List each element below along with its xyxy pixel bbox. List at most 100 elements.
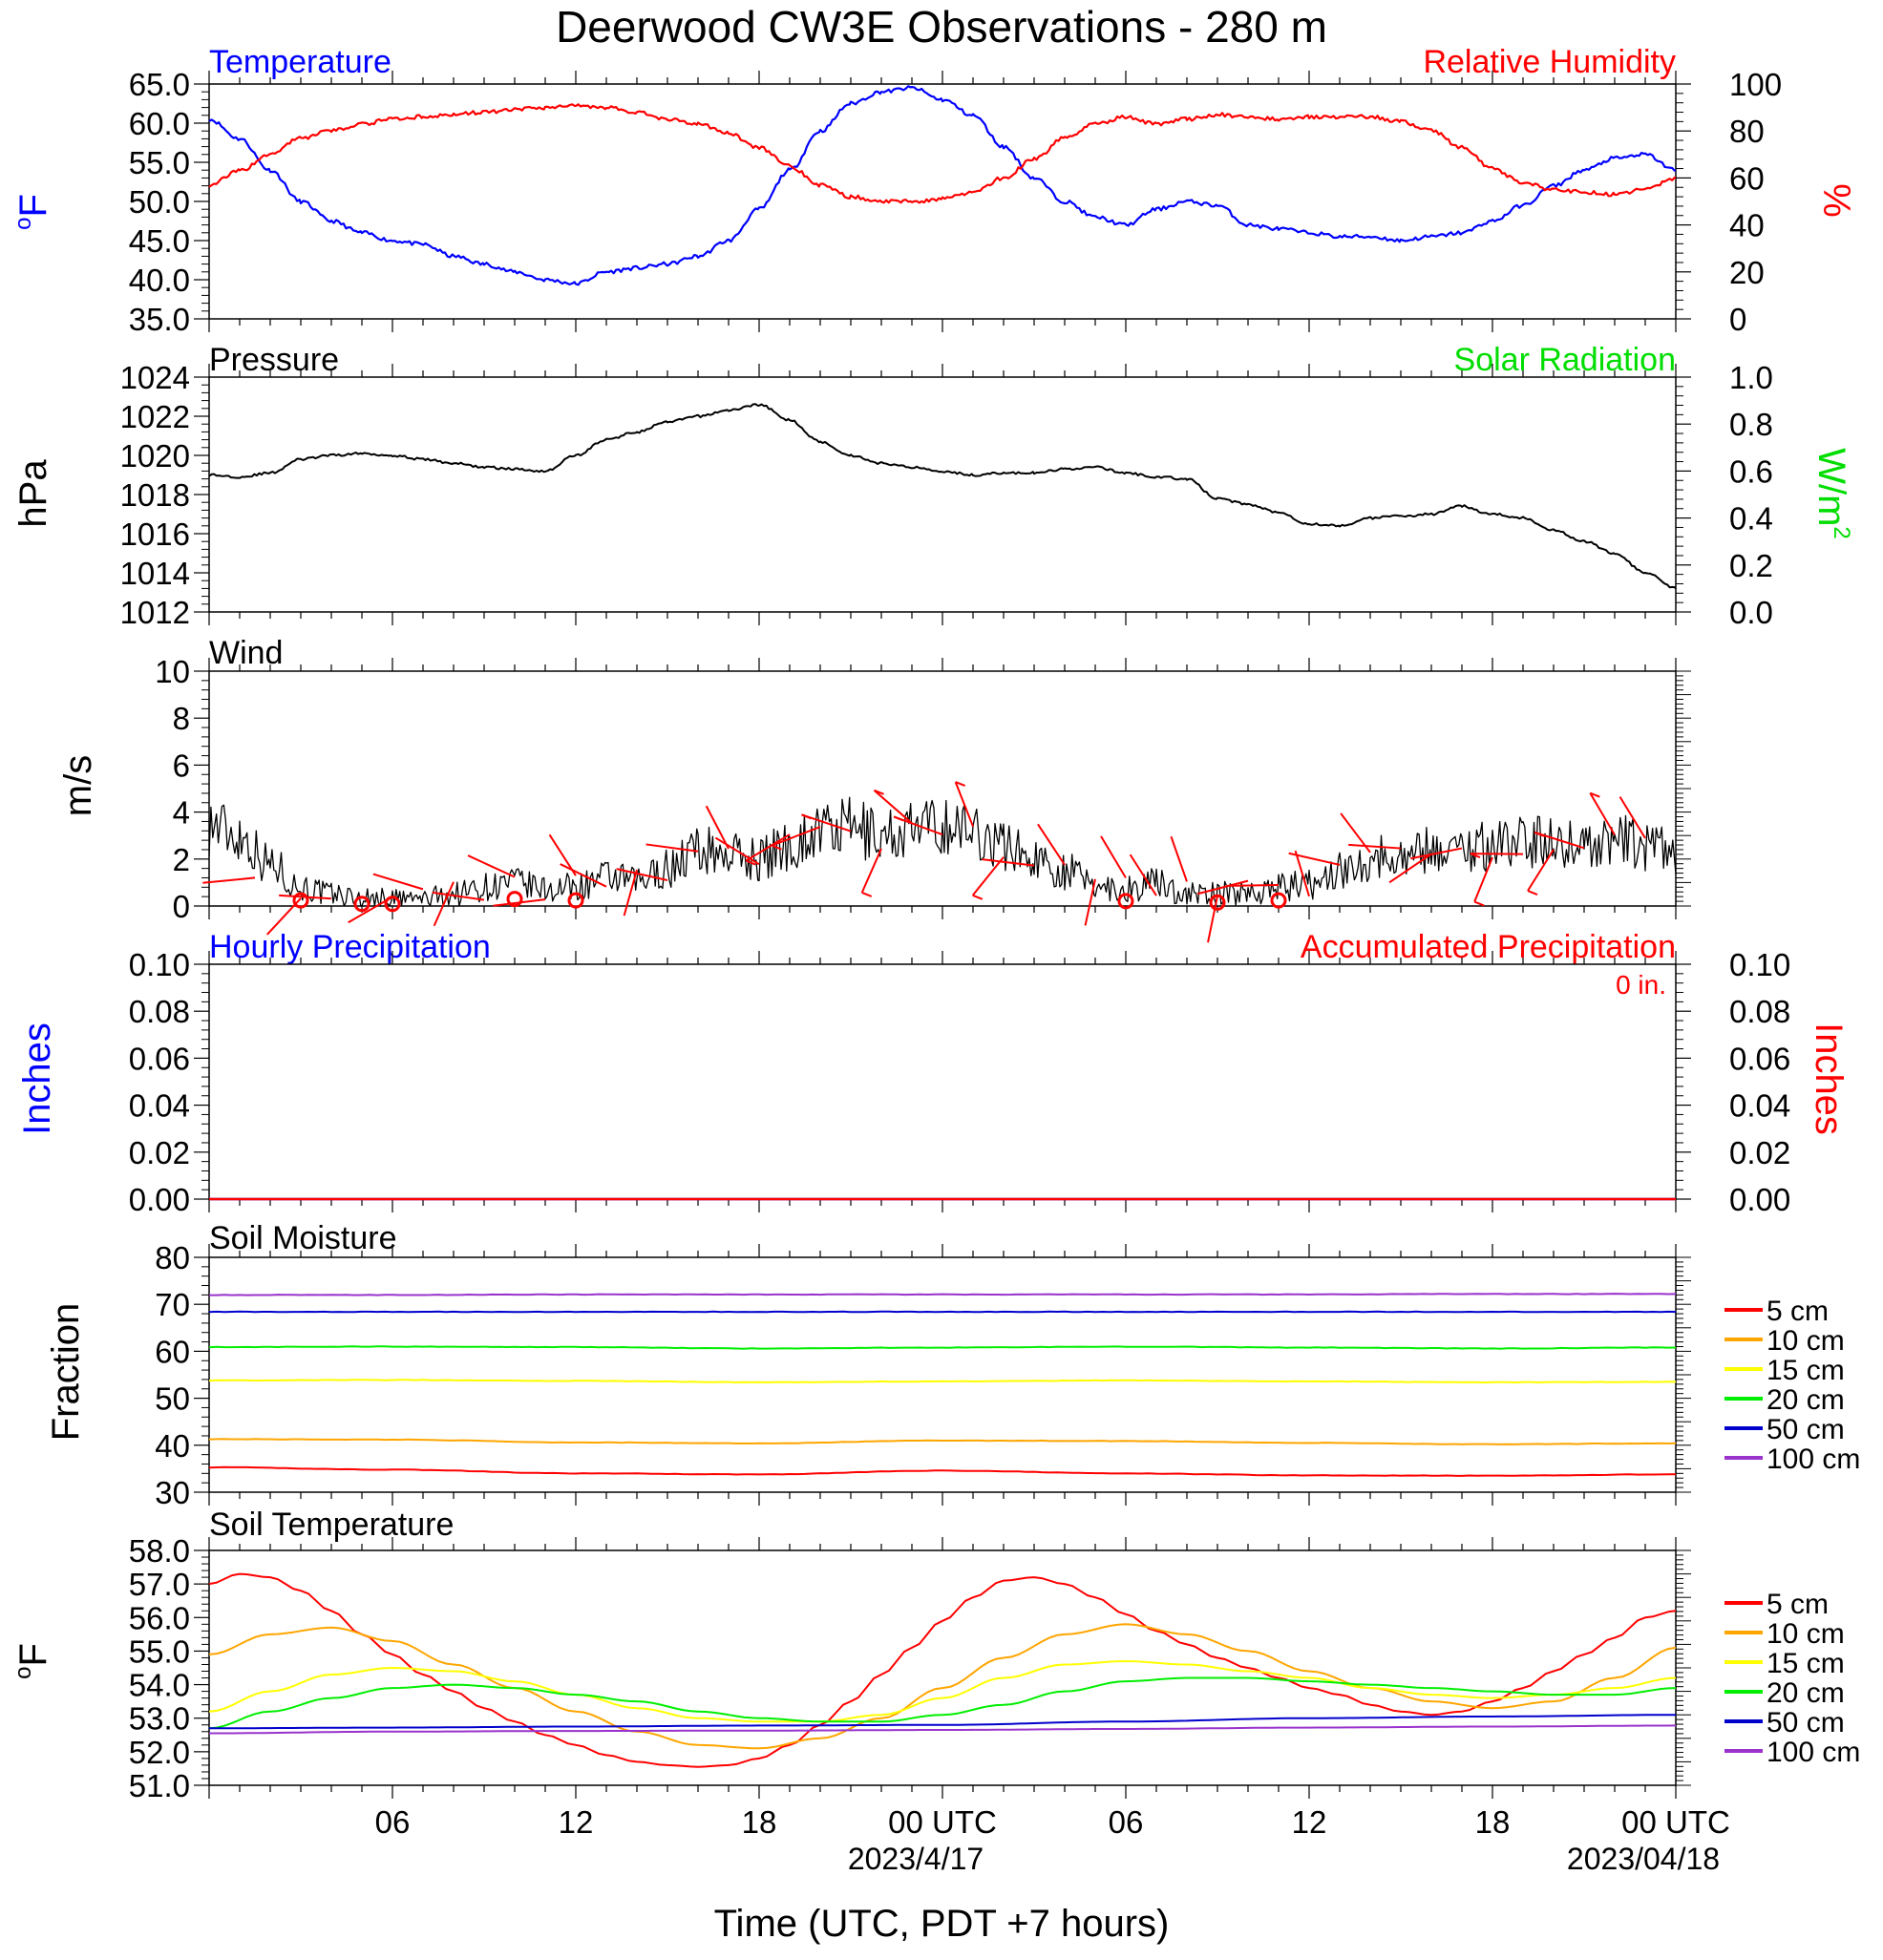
wind-barb bbox=[1225, 884, 1280, 887]
solar-ytick-label-right: 0.6 bbox=[1729, 453, 1773, 489]
wind-barb bbox=[1410, 847, 1463, 860]
soil_temp-line bbox=[208, 1660, 1677, 1723]
wind-barb bbox=[1196, 879, 1249, 896]
soil_moisture-legend-label: 20 cm bbox=[1767, 1384, 1845, 1416]
wind-barb-flag bbox=[1473, 900, 1485, 907]
time-tick-label: 06 bbox=[375, 1804, 411, 1840]
time-tick-label: 00 UTC bbox=[1621, 1804, 1730, 1840]
soil_temp-ytick-label-left: 51.0 bbox=[129, 1768, 190, 1803]
temp-rh-panel: Temperature Relative Humidity oF % 35.0 4… bbox=[11, 44, 1857, 337]
soil_moisture-ytick-label-left: 80 bbox=[155, 1240, 190, 1275]
wind-ytick-label-left: 6 bbox=[173, 748, 190, 783]
precip-panel: Hourly Precipitation Accumulated Precipi… bbox=[16, 929, 1850, 1217]
wind-barb bbox=[372, 873, 424, 891]
wind-barb-flag bbox=[801, 813, 812, 820]
accum-precip-title: Accumulated Precipitation bbox=[1301, 929, 1676, 965]
soil_temp-line bbox=[208, 1572, 1677, 1768]
wind-barb-flag bbox=[874, 789, 884, 795]
wind-barb-flag bbox=[955, 781, 966, 788]
pressure-panel: Pressure Solar Radiation hPa W/m2 101210… bbox=[12, 342, 1854, 630]
wind-barb bbox=[560, 863, 607, 888]
solar-ytick-label-right: 0.2 bbox=[1729, 548, 1773, 583]
time-tick-label: 06 bbox=[1109, 1804, 1144, 1840]
accum-ytick-label-right: 0.02 bbox=[1729, 1135, 1790, 1170]
accum-ytick-label-right: 0.00 bbox=[1729, 1182, 1790, 1217]
solar-ytick-label-right: 0.0 bbox=[1729, 595, 1773, 630]
soil_temp-ytick-label-left: 57.0 bbox=[129, 1567, 190, 1602]
wind-barb bbox=[1388, 853, 1432, 884]
calm-wind-marker bbox=[506, 891, 523, 908]
rh-unit-label: % bbox=[1815, 183, 1857, 218]
wind-barb-flag bbox=[745, 859, 756, 866]
wind-axes: 0 2 4 6 8 10 bbox=[155, 654, 1691, 943]
wind-barb-flag bbox=[1534, 831, 1545, 837]
wind-title: Wind bbox=[209, 635, 283, 671]
temp-unit-label: oF bbox=[11, 194, 54, 230]
calm-wind-marker bbox=[1209, 894, 1226, 911]
soil_moisture-line bbox=[208, 1438, 1677, 1445]
wind-barb bbox=[1348, 843, 1402, 850]
soil_moisture-line bbox=[208, 1379, 1677, 1384]
wind-barb bbox=[1294, 850, 1310, 897]
wind-barb bbox=[645, 843, 699, 853]
soil_moisture-legend-label: 10 cm bbox=[1767, 1325, 1845, 1357]
precip-ytick-label-left: 0.08 bbox=[129, 994, 190, 1029]
soil_moisture-legend-label: 50 cm bbox=[1767, 1414, 1845, 1445]
soil_temp-line bbox=[209, 1724, 1677, 1735]
soil_temp-legend-label: 50 cm bbox=[1767, 1707, 1845, 1739]
time-tick-label: 12 bbox=[559, 1804, 594, 1840]
solar-ytick-label-right: 0.8 bbox=[1729, 407, 1773, 442]
wind-barb bbox=[433, 881, 455, 927]
wind-barb bbox=[1170, 835, 1188, 882]
hpa-unit-label: hPa bbox=[12, 459, 54, 528]
wind-barb-flag bbox=[772, 844, 782, 851]
soil_temp-legend-label: 10 cm bbox=[1767, 1618, 1845, 1650]
calm-wind-marker bbox=[384, 896, 401, 913]
soil-moisture-panel: Soil Moisture Fraction 30 40 50 60 70 80 5 cm… bbox=[45, 1220, 1860, 1510]
date-label-1: 2023/4/17 bbox=[848, 1842, 984, 1876]
pressure-ytick-label-left: 1014 bbox=[120, 556, 190, 591]
soil_moisture-legend-label: 100 cm bbox=[1767, 1444, 1860, 1475]
soil_moisture-legend-label: 15 cm bbox=[1767, 1355, 1845, 1386]
wind-barb bbox=[616, 868, 668, 881]
rh-ytick-label-right: 40 bbox=[1729, 208, 1765, 243]
wind-barb bbox=[1207, 896, 1218, 943]
precip-ytick-label-left: 0.04 bbox=[129, 1088, 190, 1124]
wind-barb bbox=[971, 856, 1005, 896]
soil_moisture-ytick-label-left: 30 bbox=[155, 1475, 190, 1510]
wind-barb-flag bbox=[893, 815, 904, 822]
time-tick-label: 18 bbox=[1475, 1804, 1511, 1840]
wind-ytick-label-left: 10 bbox=[155, 654, 190, 689]
time-axis-tick-labels: 06 12 18 00 UTC 06 12 18 00 UTC bbox=[375, 1804, 1730, 1840]
accum-precip-total: 0 in. bbox=[1616, 970, 1666, 1000]
wind-ytick-label-left: 0 bbox=[173, 889, 190, 924]
rh-ytick-label-right: 80 bbox=[1729, 114, 1765, 149]
temp-ytick-label-left: 60.0 bbox=[129, 106, 190, 141]
temp-ytick-label-left: 45.0 bbox=[129, 223, 190, 259]
wind-barb bbox=[705, 805, 730, 850]
time-tick-label: 00 UTC bbox=[888, 1804, 997, 1840]
temp-ytick-label-left: 50.0 bbox=[129, 184, 190, 220]
calm-wind-marker bbox=[292, 892, 309, 909]
wind-barb bbox=[1619, 796, 1646, 839]
temp-ytick-label-left: 40.0 bbox=[129, 263, 190, 298]
wind-barb bbox=[1288, 852, 1341, 866]
pressure-ytick-label-left: 1024 bbox=[120, 360, 190, 395]
pressure-ytick-label-left: 1020 bbox=[120, 438, 190, 474]
rh-ytick-label-right: 0 bbox=[1729, 302, 1746, 337]
wind-barb bbox=[1100, 835, 1127, 878]
precip-right-unit-label: Inches bbox=[1808, 1022, 1850, 1135]
accum-ytick-label-right: 0.06 bbox=[1729, 1041, 1790, 1076]
solar-title: Solar Radiation bbox=[1454, 342, 1676, 378]
accum-ytick-label-right: 0.10 bbox=[1729, 947, 1790, 982]
pressure-ytick-label-left: 1022 bbox=[120, 399, 190, 434]
soil-moisture-title: Soil Moisture bbox=[209, 1220, 397, 1256]
soil_moisture-ytick-label-left: 40 bbox=[155, 1428, 190, 1464]
svg-text:hPa: hPa bbox=[12, 459, 54, 528]
rh-ytick-label-right: 100 bbox=[1729, 67, 1782, 102]
pressure-line bbox=[208, 403, 1677, 590]
soil_moisture-line bbox=[208, 1345, 1677, 1350]
soil_moisture-line bbox=[208, 1465, 1677, 1477]
